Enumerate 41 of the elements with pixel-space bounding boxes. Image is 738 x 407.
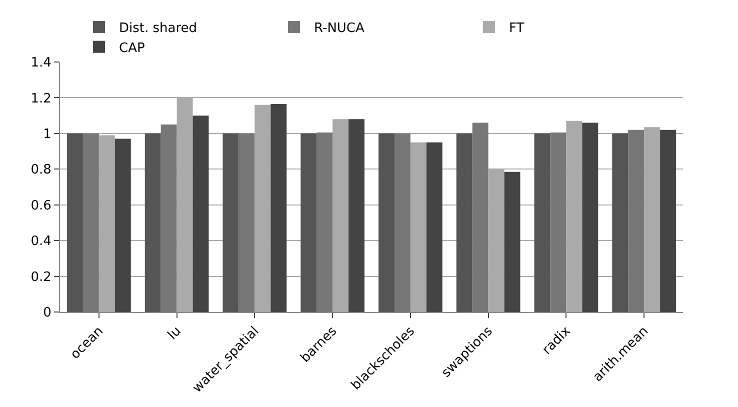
bar	[144, 133, 161, 312]
y-tick-label: 0.6	[30, 198, 52, 214]
y-tick-label: 0	[43, 306, 52, 321]
bar	[426, 142, 442, 312]
bar	[410, 142, 426, 312]
bar	[348, 119, 364, 312]
bar	[222, 133, 239, 312]
bar	[644, 127, 660, 312]
bar	[456, 133, 472, 312]
bar	[534, 133, 550, 312]
bar	[550, 132, 566, 312]
bar	[566, 120, 582, 312]
bar	[192, 116, 209, 312]
bar	[82, 133, 99, 312]
y-tick-label: 0.4	[30, 234, 52, 250]
legend-label: Dist. shared	[119, 21, 198, 36]
bar	[378, 133, 394, 312]
bar	[67, 133, 83, 312]
legend-label: R-NUCA	[314, 21, 365, 36]
bar	[332, 119, 349, 312]
bar	[394, 133, 410, 312]
bar	[270, 104, 287, 312]
y-tick-label: 1.4	[30, 56, 52, 71]
bar	[504, 172, 520, 312]
bar	[612, 133, 628, 312]
y-tick-label: 0.2	[30, 270, 52, 285]
bar	[238, 133, 255, 312]
bar	[316, 132, 333, 312]
bar	[114, 138, 131, 312]
bar	[582, 122, 598, 312]
bar	[660, 130, 676, 312]
x-tick-label: lu	[165, 324, 184, 343]
y-tick-label: 1	[43, 126, 52, 142]
y-tick-label: 1.2	[30, 91, 52, 106]
bar	[628, 130, 644, 312]
bar	[160, 124, 177, 312]
y-tick-label: 0.8	[30, 162, 52, 178]
legend-label: CAP	[119, 40, 145, 56]
legend-label: FT	[509, 21, 524, 36]
bar	[472, 122, 488, 312]
bar	[300, 133, 317, 312]
